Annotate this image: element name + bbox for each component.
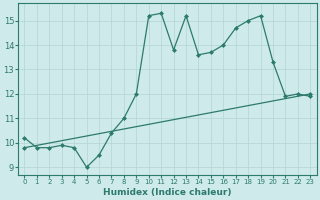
- X-axis label: Humidex (Indice chaleur): Humidex (Indice chaleur): [103, 188, 232, 197]
